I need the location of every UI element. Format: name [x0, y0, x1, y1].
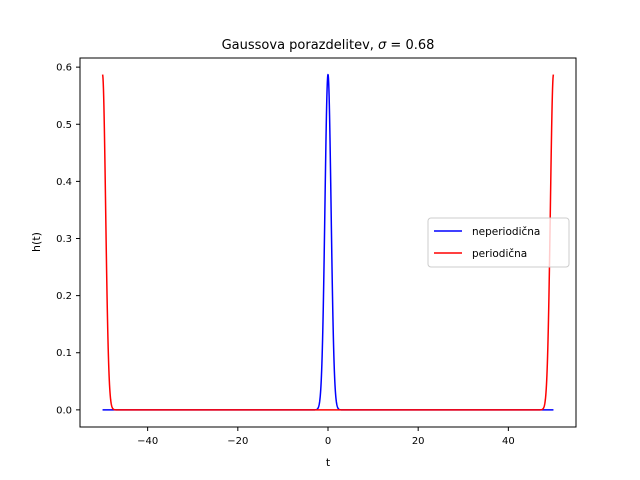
- y-tick-label: 0.6: [56, 63, 72, 74]
- y-axis-ticks: 0.0 0.1 0.2 0.3 0.4 0.5 0.6: [56, 63, 80, 416]
- legend-label-neperiodicna: neperiodična: [472, 226, 540, 238]
- x-tick-label: −20: [227, 436, 248, 447]
- x-tick-label: 40: [502, 436, 515, 447]
- chart-title: Gaussova porazdelitev, σ = 0.68: [222, 38, 435, 53]
- chart-title-suffix: = 0.68: [386, 38, 434, 53]
- x-axis-ticks: −40 −20 0 20 40: [137, 427, 515, 447]
- x-tick-label: −40: [137, 436, 158, 447]
- y-tick-label: 0.0: [56, 405, 72, 416]
- legend: neperiodična periodična: [427, 217, 570, 268]
- chart-title-prefix: Gaussova porazdelitev,: [222, 38, 378, 53]
- legend-label-periodicna: periodična: [472, 248, 527, 260]
- y-tick-label: 0.3: [56, 234, 72, 245]
- y-axis-label: h(t): [30, 232, 43, 252]
- y-tick-label: 0.5: [56, 120, 72, 131]
- x-tick-label: 0: [325, 436, 331, 447]
- series-line-periodicna: [101, 74, 555, 411]
- x-tick-label: 20: [412, 436, 425, 447]
- legend-frame: [427, 217, 570, 268]
- chart-title-symbol: σ: [378, 38, 387, 53]
- y-tick-label: 0.1: [56, 348, 72, 359]
- y-tick-label: 0.4: [56, 177, 72, 188]
- x-axis-label: t: [326, 456, 331, 469]
- y-tick-label: 0.2: [56, 291, 72, 302]
- series-layer: [101, 73, 555, 411]
